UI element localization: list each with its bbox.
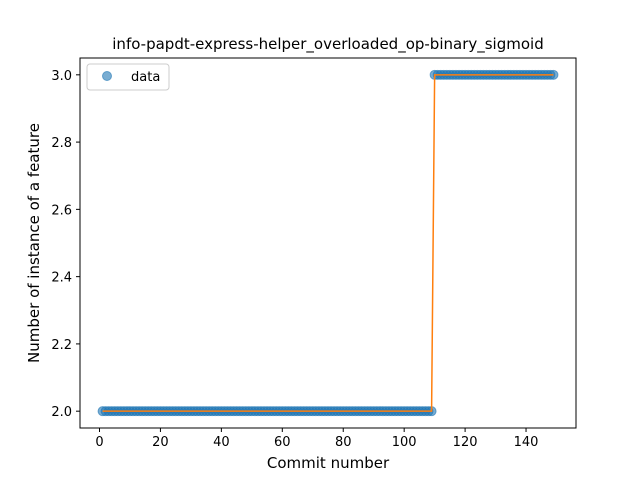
x-axis-label: Commit number [267,454,390,472]
y-axis-label: Number of instance of a feature [25,123,43,363]
x-tick-label: 140 [514,435,539,450]
x-tick-label: 80 [335,435,352,450]
x-tick-label: 40 [213,435,230,450]
y-tick-label: 2.0 [51,405,72,420]
y-tick-label: 2.2 [51,338,72,353]
legend-label-data: data [131,70,160,85]
legend-box [86,63,170,91]
legend-marker-data [102,71,112,81]
x-tick-label: 0 [95,435,103,450]
x-tick-label: 60 [274,435,291,450]
y-tick-label: 3.0 [51,69,72,84]
x-tick-label: 120 [453,435,478,450]
chart-title: info-papdt-express-helper_overloaded_op-… [112,35,543,54]
y-tick-label: 2.4 [51,271,72,286]
plot-area [97,69,559,417]
y-tick-label: 2.8 [51,136,72,151]
axes-frame [79,57,577,429]
x-tick-label: 100 [392,435,417,450]
x-tick-label: 20 [152,435,169,450]
x-axis: 0 20 40 60 80 100 120 140 [95,428,538,450]
legend: data [86,63,170,91]
y-axis: 2.0 2.2 2.4 2.6 2.8 3.0 [51,69,80,420]
y-tick-label: 2.6 [51,203,72,218]
series-line [102,74,554,412]
